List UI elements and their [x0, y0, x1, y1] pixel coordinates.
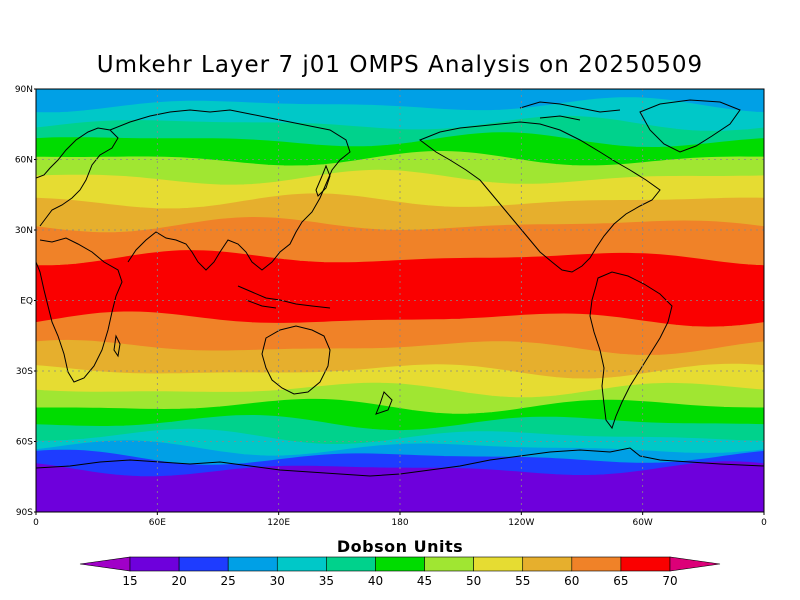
colorbar-label: 30 — [270, 574, 285, 588]
colorbar-title: Dobson Units — [337, 537, 463, 556]
latitude-labels: 90N 60N 30N EQ 30S 60S 90S — [15, 85, 36, 518]
colorbar-label: 40 — [368, 574, 383, 588]
colorbar-swatches — [79, 556, 721, 572]
map-title: Umkehr Layer 7 j01 OMPS Analysis on 2025… — [96, 52, 704, 78]
lat-label: 60S — [16, 438, 33, 448]
colorbar-label: 55 — [515, 574, 530, 588]
colorbar-swatch — [620, 556, 671, 572]
lat-label: 30S — [16, 367, 33, 377]
lon-label: 120W — [508, 518, 534, 528]
coastline-asia — [109, 109, 351, 271]
lon-label: 60W — [632, 518, 652, 528]
colorbar-label: 35 — [319, 574, 334, 588]
coastline-antarctica — [36, 447, 764, 477]
lon-label: 120E — [267, 518, 290, 528]
coastline-new-zealand — [375, 391, 393, 415]
colorbar-label: 45 — [417, 574, 432, 588]
colorbar-label: 50 — [466, 574, 481, 588]
colorbar-swatch — [571, 556, 622, 572]
colorbar-label: 65 — [613, 574, 628, 588]
colorbar-swatch — [129, 556, 180, 572]
colorbar-label: 20 — [171, 574, 186, 588]
colorbar-swatch — [326, 556, 376, 572]
colorbar-swatch — [227, 556, 278, 572]
lat-label: 60N — [15, 156, 33, 166]
lat-label: EQ — [20, 297, 33, 307]
coastline-japan — [315, 164, 331, 197]
colorbar-swatch — [276, 556, 327, 572]
gridlines — [36, 89, 764, 512]
lat-label: 90S — [16, 508, 33, 518]
colorbar-swatch — [473, 556, 524, 572]
coastline-greenland — [639, 99, 741, 153]
colorbar-swatch — [424, 556, 474, 572]
coastlines — [36, 99, 764, 477]
lat-label: 90N — [15, 85, 33, 95]
coastline-australia — [261, 325, 331, 395]
lon-label: 60E — [149, 518, 166, 528]
coastline-africa — [36, 237, 123, 383]
coastline-arctic-islands — [519, 101, 621, 121]
colorbar-end-triangle — [669, 556, 721, 572]
colorbar-label: 60 — [564, 574, 579, 588]
coastline-north-america — [418, 121, 661, 273]
longitude-labels: 0 60E 120E 180 120W 60W 0 — [33, 512, 767, 528]
lon-label: 0 — [33, 518, 39, 528]
coastline-indonesia — [237, 285, 331, 309]
colorbar-label: 70 — [662, 574, 677, 588]
colorbar-swatch — [178, 556, 229, 572]
lon-label: 0 — [761, 518, 767, 528]
lat-label: 30N — [15, 226, 33, 236]
lon-label: 180 — [391, 518, 408, 528]
colorbar-label: 25 — [221, 574, 236, 588]
colorbar-swatch — [375, 556, 425, 572]
colorbar-label: 15 — [122, 574, 137, 588]
coastline-madagascar — [113, 334, 121, 358]
coastline-south-america — [589, 271, 673, 430]
colorbar-end-triangle — [79, 556, 131, 572]
colorbar-labels: 15 20 25 30 35 40 45 50 55 60 65 70 — [122, 574, 677, 588]
colorbar-swatch — [522, 556, 573, 572]
coastline-europe — [36, 127, 119, 227]
